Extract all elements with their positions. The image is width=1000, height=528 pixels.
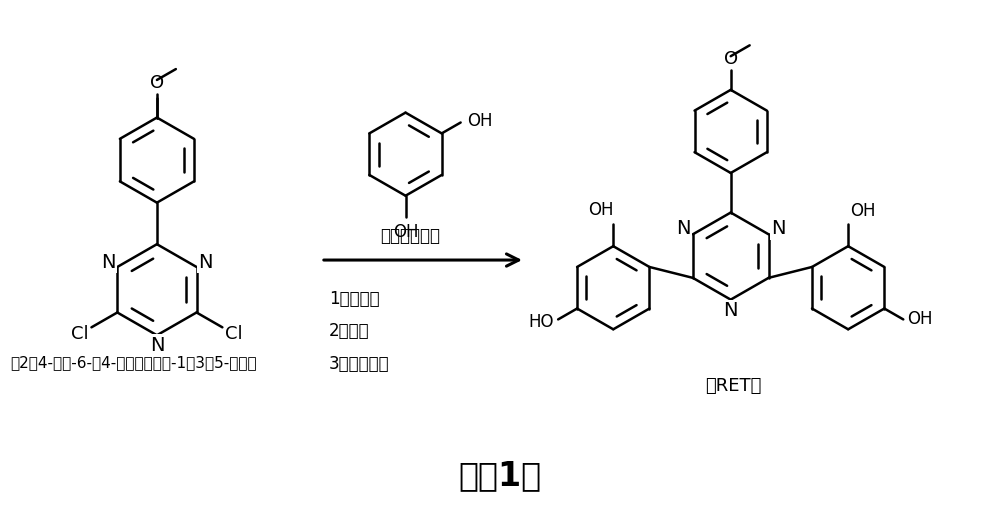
Text: N: N — [771, 219, 785, 238]
Text: 2）甲苯: 2）甲苯 — [329, 323, 370, 341]
Text: OH: OH — [468, 112, 493, 130]
Text: Cl: Cl — [71, 325, 89, 343]
Text: N: N — [676, 219, 691, 238]
Text: （RET）: （RET） — [706, 377, 762, 395]
Text: N: N — [101, 252, 116, 271]
Text: N: N — [723, 301, 738, 320]
Text: 式（1）: 式（1） — [458, 459, 542, 492]
Text: OH: OH — [588, 202, 613, 220]
Text: 3）三氯化铝: 3）三氯化铝 — [329, 355, 390, 373]
Text: OH: OH — [850, 202, 876, 221]
Text: HO: HO — [528, 313, 554, 331]
Text: 1）苯甲腈: 1）苯甲腈 — [329, 290, 380, 308]
Text: O: O — [724, 50, 738, 68]
Text: N: N — [198, 252, 212, 271]
Text: OH: OH — [907, 310, 933, 328]
Text: OH: OH — [393, 223, 418, 241]
Text: N: N — [150, 336, 164, 355]
Text: O: O — [150, 74, 164, 92]
Text: （2，4-二氯-6-（4-甲氧基苯基）-1，3，5-三嗪）: （2，4-二氯-6-（4-甲氧基苯基）-1，3，5-三嗪） — [11, 355, 257, 370]
Text: （间苯二酚）: （间苯二酚） — [380, 228, 440, 246]
Text: Cl: Cl — [225, 325, 242, 343]
